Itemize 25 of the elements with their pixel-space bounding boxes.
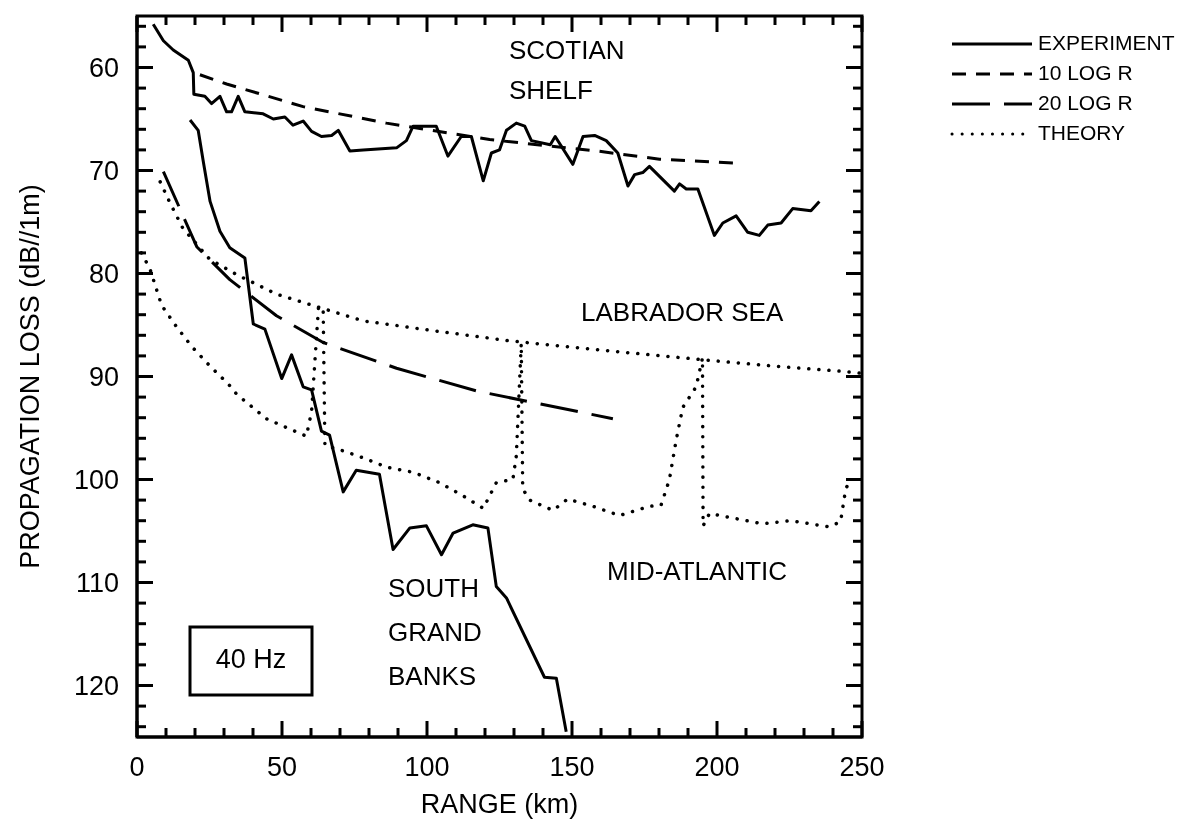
x-tick-label: 200 <box>694 752 740 783</box>
y-tick-label: 90 <box>88 362 119 393</box>
annotation: SCOTIAN SHELF <box>509 34 625 105</box>
x-tick-label: 0 <box>129 752 145 783</box>
y-tick-label: 80 <box>88 259 119 290</box>
x-axis-title: RANGE (km) <box>420 789 579 819</box>
x-tick-label: 100 <box>404 752 450 783</box>
legend-label: THEORY <box>1038 120 1126 144</box>
x-tick-label: 50 <box>266 752 298 783</box>
annotation: MID-ATLANTIC <box>607 555 788 586</box>
y-tick-label: 100 <box>73 465 119 496</box>
y-tick-label: 70 <box>88 156 119 187</box>
y-tick-label: 120 <box>73 671 119 702</box>
legend-label: EXPERIMENT <box>1038 30 1175 54</box>
legend-label: 20 LOG R <box>1038 90 1133 114</box>
y-tick-label: 60 <box>88 53 119 84</box>
x-tick-label: 150 <box>549 752 595 783</box>
line-series <box>151 22 821 237</box>
annotation: 40 Hz <box>215 644 287 675</box>
annotation: LABRADOR SEA <box>581 296 784 327</box>
y-axis-title: PROPAGATION LOSS (dB//1m) <box>15 184 46 569</box>
y-tick-label: 110 <box>75 568 119 599</box>
legend-label: 10 LOG R <box>1038 60 1133 84</box>
x-tick-label: 250 <box>839 752 885 783</box>
annotation: SOUTH GRAND BANKS <box>388 572 482 691</box>
